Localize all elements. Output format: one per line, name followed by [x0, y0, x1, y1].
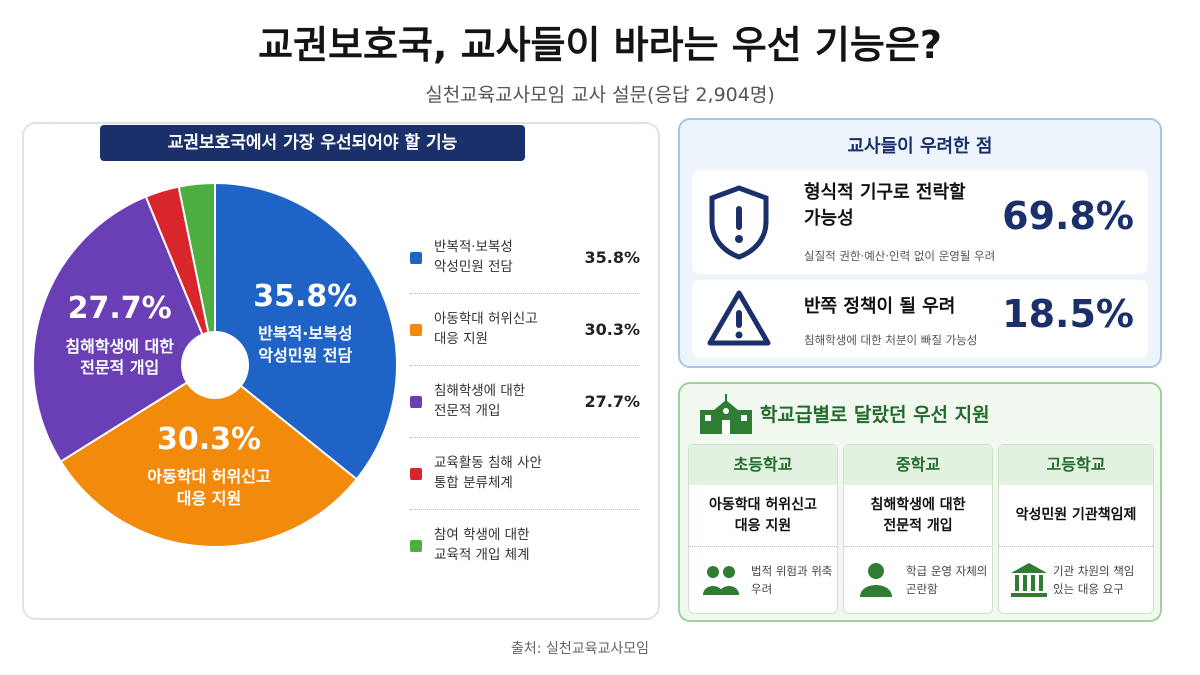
slice-value: 35.8%	[253, 278, 358, 314]
legend-item: 침해학생에 대한 전문적 개입 27.7%	[410, 366, 640, 438]
level-note: 법적 위험과 위축 우려	[751, 564, 833, 596]
legend-swatch	[410, 467, 422, 480]
warning-icon	[707, 290, 771, 346]
people-icon	[703, 566, 739, 595]
level-priority: 아동학대 허위신고 대응 지원	[689, 485, 837, 547]
concern-item-title: 형식적 기구로 전락할 가능성	[804, 182, 966, 230]
slice-value: 30.3%	[156, 422, 262, 458]
concern-item-value: 69.8%	[1002, 194, 1134, 238]
title: 교권보호국, 교사들이 바라는 우선 기능은?	[258, 23, 942, 67]
concern-card: 반쪽 정책이 될 우려 침해학생에 대한 처분이 빠질 가능성 18.5%	[692, 280, 1148, 358]
level-column: 고등학교 악성민원 기관책임제 기관 차원의 책임 있는 대응 요구	[998, 444, 1154, 614]
slice-category: 아동학대 허위신고 대응 지원	[147, 467, 271, 509]
level-name: 고등학교	[999, 445, 1153, 485]
legend-value: 30.3%	[584, 320, 640, 339]
slice-category: 반복적·보복성 악성민원 전담	[258, 324, 353, 366]
concern-item-note: 침해학생에 대한 처분이 빠질 가능성	[804, 333, 978, 347]
level-priority: 악성민원 기관책임제	[999, 485, 1153, 547]
concern-title: 교사들이 우려한 점	[847, 136, 993, 157]
legend-swatch	[410, 251, 422, 264]
legend-label: 아동학대 허위신고 대응 지원	[434, 310, 538, 347]
shield-icon	[709, 185, 769, 260]
institution-icon	[1011, 563, 1047, 597]
level-column: 중학교 침해학생에 대한 전문적 개입 학급 운영 자체의 곤란함	[843, 444, 993, 614]
level-name: 초등학교	[689, 445, 837, 485]
slice-category: 침해학생에 대한 전문적 개입	[65, 337, 174, 378]
legend-item: 참여 학생에 대한 교육적 개입 체계	[410, 510, 640, 582]
slice-label: 35.8% 반복적·보복성 악성민원 전담	[240, 277, 370, 367]
legend-item: 교육활동 침해 사안 통합 분류체계	[410, 438, 640, 510]
pie-chart	[32, 181, 398, 548]
legend-label: 참여 학생에 대한 교육적 개입 체계	[434, 527, 530, 563]
slice-value: 27.7%	[67, 291, 172, 327]
legend-label: 침해학생에 대한 전문적 개입	[434, 382, 526, 419]
legend-label: 교육활동 침해 사안 통합 분류체계	[434, 454, 542, 491]
concern-item-title: 반쪽 정책이 될 우려	[804, 296, 956, 317]
levels-title: 학교급별로 달랐던 우선 지원	[760, 404, 990, 426]
level-priority: 침해학생에 대한 전문적 개입	[844, 485, 992, 547]
level-note: 학급 운영 자체의 곤란함	[906, 564, 988, 596]
legend-swatch	[410, 540, 422, 552]
pie-slice	[59, 363, 359, 548]
legend-value: 27.7%	[584, 392, 640, 411]
pie-slice	[177, 181, 216, 366]
school-icon	[700, 394, 752, 434]
legend: 반복적·보복성 악성민원 전담 35.8% 아동학대 허위신고 대응 지원 30.3%…	[410, 222, 640, 582]
person-icon	[860, 563, 892, 597]
concern-card: 형식적 기구로 전락할 가능성 실질적 권한·예산·인력 없이 운영될 우려 6…	[692, 170, 1148, 274]
level-column: 초등학교 아동학대 허위신고 대응 지원 법적 위험과 위축 우려	[688, 444, 838, 614]
slice-label: 30.3% 아동학대 허위신고 대응 지원	[144, 420, 274, 510]
subtitle: 실천교육교사모임 교사 설문(응답 2,904명)	[425, 84, 775, 106]
legend-value: 35.8%	[584, 248, 640, 267]
legend-swatch	[410, 395, 422, 408]
chart-panel	[22, 122, 660, 620]
pie-slice	[32, 195, 217, 463]
legend-item: 반복적·보복성 악성민원 전담 35.8%	[410, 222, 640, 294]
pie-slice	[214, 181, 398, 481]
concern-item-note: 실질적 권한·예산·인력 없이 운영될 우려	[804, 249, 996, 263]
slice-label: 27.7% 침해학생에 대한 전문적 개입	[55, 290, 185, 380]
legend-swatch	[410, 323, 422, 336]
concern-item-value: 18.5%	[1002, 292, 1134, 336]
level-name: 중학교	[844, 445, 992, 485]
chart-title: 교권보호국에서 가장 우선되어야 할 기능	[100, 125, 525, 161]
level-note: 기관 차원의 책임 있는 대응 요구	[1053, 564, 1135, 596]
legend-item: 아동학대 허위신고 대응 지원 30.3%	[410, 294, 640, 366]
source: 출처: 실천교육교사모임	[511, 641, 649, 657]
legend-label: 반복적·보복성 악성민원 전담	[434, 238, 513, 275]
donut-hole	[181, 331, 249, 399]
